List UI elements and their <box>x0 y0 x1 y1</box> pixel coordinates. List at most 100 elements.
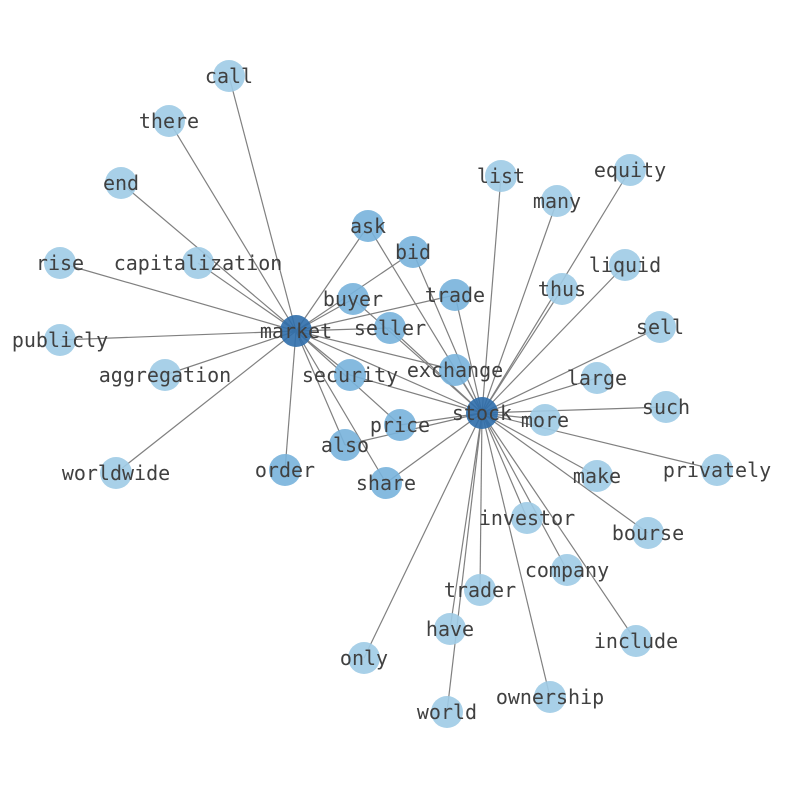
edge-stock-trader <box>479 412 483 591</box>
node-sell[interactable] <box>644 311 676 343</box>
node-label-company: company <box>525 558 609 582</box>
node-label-seller: seller <box>354 316 426 340</box>
node-price[interactable] <box>384 409 416 441</box>
edge-stock-company <box>481 412 568 571</box>
edge-market-publicly <box>59 330 297 341</box>
node-stock[interactable] <box>466 397 498 429</box>
node-only[interactable] <box>348 642 380 674</box>
edge-stock-trade <box>454 294 483 414</box>
edge-stock-many <box>481 200 558 414</box>
edge-stock-make <box>481 412 598 477</box>
node-label-trade: trade <box>425 283 485 307</box>
node-ask[interactable] <box>352 210 384 242</box>
node-buyer[interactable] <box>337 283 369 315</box>
node-label-trader: trader <box>444 578 516 602</box>
node-such[interactable] <box>650 391 682 423</box>
node-label-security: security <box>302 363 398 387</box>
node-label-ask: ask <box>350 214 386 238</box>
node-exchange[interactable] <box>439 354 471 386</box>
node-trader[interactable] <box>464 574 496 606</box>
edge-stock-privately <box>481 412 718 471</box>
node-label-end: end <box>103 171 139 195</box>
edge-market-stock <box>295 330 483 414</box>
node-trade[interactable] <box>439 279 471 311</box>
node-label-list: list <box>477 164 525 188</box>
edge-market-capitalization <box>197 262 297 332</box>
edge-market-rise <box>59 262 297 332</box>
node-publicly[interactable] <box>44 324 76 356</box>
node-ownership[interactable] <box>534 681 566 713</box>
edge-market-there <box>168 120 297 332</box>
node-label-privately: privately <box>663 458 771 482</box>
node-privately[interactable] <box>701 454 733 486</box>
edge-stock-world <box>446 412 483 713</box>
node-seller[interactable] <box>374 312 406 344</box>
node-label-more: more <box>521 408 569 432</box>
node-label-also: also <box>321 433 369 457</box>
edge-stock-ownership <box>481 412 551 698</box>
node-label-many: many <box>533 189 581 213</box>
node-label-market: market <box>260 319 332 343</box>
node-liquid[interactable] <box>609 249 641 281</box>
edge-market-call <box>228 75 297 332</box>
node-bid[interactable] <box>397 236 429 268</box>
node-label-bid: bid <box>395 240 431 264</box>
node-thus[interactable] <box>546 273 578 305</box>
node-label-world: world <box>417 700 477 724</box>
node-capitalization[interactable] <box>182 247 214 279</box>
node-label-share: share <box>356 471 416 495</box>
node-label-thus: thus <box>538 277 586 301</box>
node-label-order: order <box>255 458 315 482</box>
node-label-price: price <box>370 413 430 437</box>
node-label-aggregation: aggregation <box>99 363 231 387</box>
node-include[interactable] <box>620 625 652 657</box>
node-there[interactable] <box>153 105 185 137</box>
node-label-only: only <box>340 646 388 670</box>
edge-stock-include <box>481 412 637 642</box>
edge-stock-liquid <box>481 264 626 414</box>
node-call[interactable] <box>213 60 245 92</box>
edge-stock-buyer <box>352 298 483 414</box>
node-world[interactable] <box>431 696 463 728</box>
node-label-call: call <box>205 64 253 88</box>
edge-stock-large <box>481 377 598 414</box>
node-end[interactable] <box>105 167 137 199</box>
node-have[interactable] <box>434 613 466 645</box>
edge-stock-share <box>385 412 483 484</box>
node-security[interactable] <box>334 359 366 391</box>
node-label-publicly: publicly <box>12 328 108 352</box>
node-many[interactable] <box>541 185 573 217</box>
node-aggregation[interactable] <box>149 359 181 391</box>
node-label-buyer: buyer <box>323 287 383 311</box>
node-company[interactable] <box>551 554 583 586</box>
edge-stock-bid <box>412 251 483 414</box>
node-bourse[interactable] <box>632 517 664 549</box>
node-also[interactable] <box>329 429 361 461</box>
node-list[interactable] <box>485 160 517 192</box>
node-make[interactable] <box>581 460 613 492</box>
node-investor[interactable] <box>511 502 543 534</box>
node-rise[interactable] <box>44 247 76 279</box>
node-order[interactable] <box>269 454 301 486</box>
node-share[interactable] <box>370 467 402 499</box>
node-large[interactable] <box>581 362 613 394</box>
edge-stock-only <box>363 412 483 659</box>
edge-stock-sell <box>481 326 661 414</box>
node-worldwide[interactable] <box>100 457 132 489</box>
node-label-investor: investor <box>479 506 575 530</box>
node-label-equity: equity <box>594 158 666 182</box>
node-label-make: make <box>573 464 621 488</box>
edge-market-share <box>295 330 387 484</box>
node-label-stock: stock <box>452 401 512 425</box>
node-label-large: large <box>567 366 627 390</box>
node-more[interactable] <box>529 404 561 436</box>
edge-market-worldwide <box>115 330 297 474</box>
node-label-there: there <box>139 109 199 133</box>
node-equity[interactable] <box>614 154 646 186</box>
node-label-capitalization: capitalization <box>114 251 283 275</box>
edge-stock-security <box>349 374 483 414</box>
node-label-ownership: ownership <box>496 685 604 709</box>
node-market[interactable] <box>280 315 312 347</box>
edge-stock-have <box>449 412 483 630</box>
